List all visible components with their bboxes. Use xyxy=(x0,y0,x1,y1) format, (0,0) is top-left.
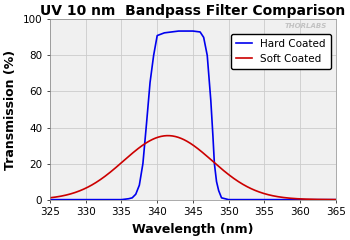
Hard Coated xyxy=(176,30,181,32)
Hard Coated xyxy=(217,189,221,192)
Hard Coated xyxy=(162,31,167,34)
Soft Coated xyxy=(203,153,207,156)
Hard Coated xyxy=(219,196,224,199)
Hard Coated xyxy=(112,198,117,201)
Soft Coated xyxy=(283,196,287,199)
Hard Coated xyxy=(206,72,211,75)
Legend: Hard Coated, Soft Coated: Hard Coated, Soft Coated xyxy=(231,34,331,69)
Hard Coated xyxy=(130,196,134,199)
Hard Coated xyxy=(169,30,174,33)
Hard Coated xyxy=(262,198,266,201)
Hard Coated xyxy=(152,54,156,57)
Hard Coated xyxy=(226,198,231,201)
Hard Coated xyxy=(241,198,245,201)
Hard Coated xyxy=(215,180,219,183)
Hard Coated xyxy=(155,34,159,37)
Soft Coated xyxy=(219,167,223,170)
Hard Coated xyxy=(191,30,195,32)
Text: THORLABS: THORLABS xyxy=(285,23,327,29)
Hard Coated xyxy=(298,198,302,201)
Y-axis label: Transmission (%): Transmission (%) xyxy=(4,49,17,169)
Line: Soft Coated: Soft Coated xyxy=(50,136,336,200)
X-axis label: Wavelength (nm): Wavelength (nm) xyxy=(132,223,254,236)
Hard Coated xyxy=(126,197,131,200)
Soft Coated xyxy=(184,139,188,142)
Soft Coated xyxy=(328,198,332,201)
Hard Coated xyxy=(184,30,188,32)
Hard Coated xyxy=(119,198,124,201)
Hard Coated xyxy=(137,184,141,187)
Hard Coated xyxy=(334,198,338,201)
Hard Coated xyxy=(202,36,206,39)
Title: UV 10 nm  Bandpass Filter Comparison: UV 10 nm Bandpass Filter Comparison xyxy=(40,4,345,18)
Hard Coated xyxy=(48,198,52,201)
Hard Coated xyxy=(209,99,213,102)
Hard Coated xyxy=(145,122,149,125)
Hard Coated xyxy=(84,198,88,201)
Hard Coated xyxy=(141,162,145,165)
Hard Coated xyxy=(134,193,138,196)
Hard Coated xyxy=(198,30,202,33)
Hard Coated xyxy=(212,162,217,165)
Soft Coated xyxy=(186,140,190,143)
Hard Coated xyxy=(98,198,102,201)
Hard Coated xyxy=(148,81,152,84)
Hard Coated xyxy=(205,54,209,57)
Soft Coated xyxy=(48,196,52,199)
Soft Coated xyxy=(166,134,170,137)
Hard Coated xyxy=(69,198,73,201)
Soft Coated xyxy=(334,198,338,201)
Line: Hard Coated: Hard Coated xyxy=(50,31,336,200)
Hard Coated xyxy=(211,135,215,138)
